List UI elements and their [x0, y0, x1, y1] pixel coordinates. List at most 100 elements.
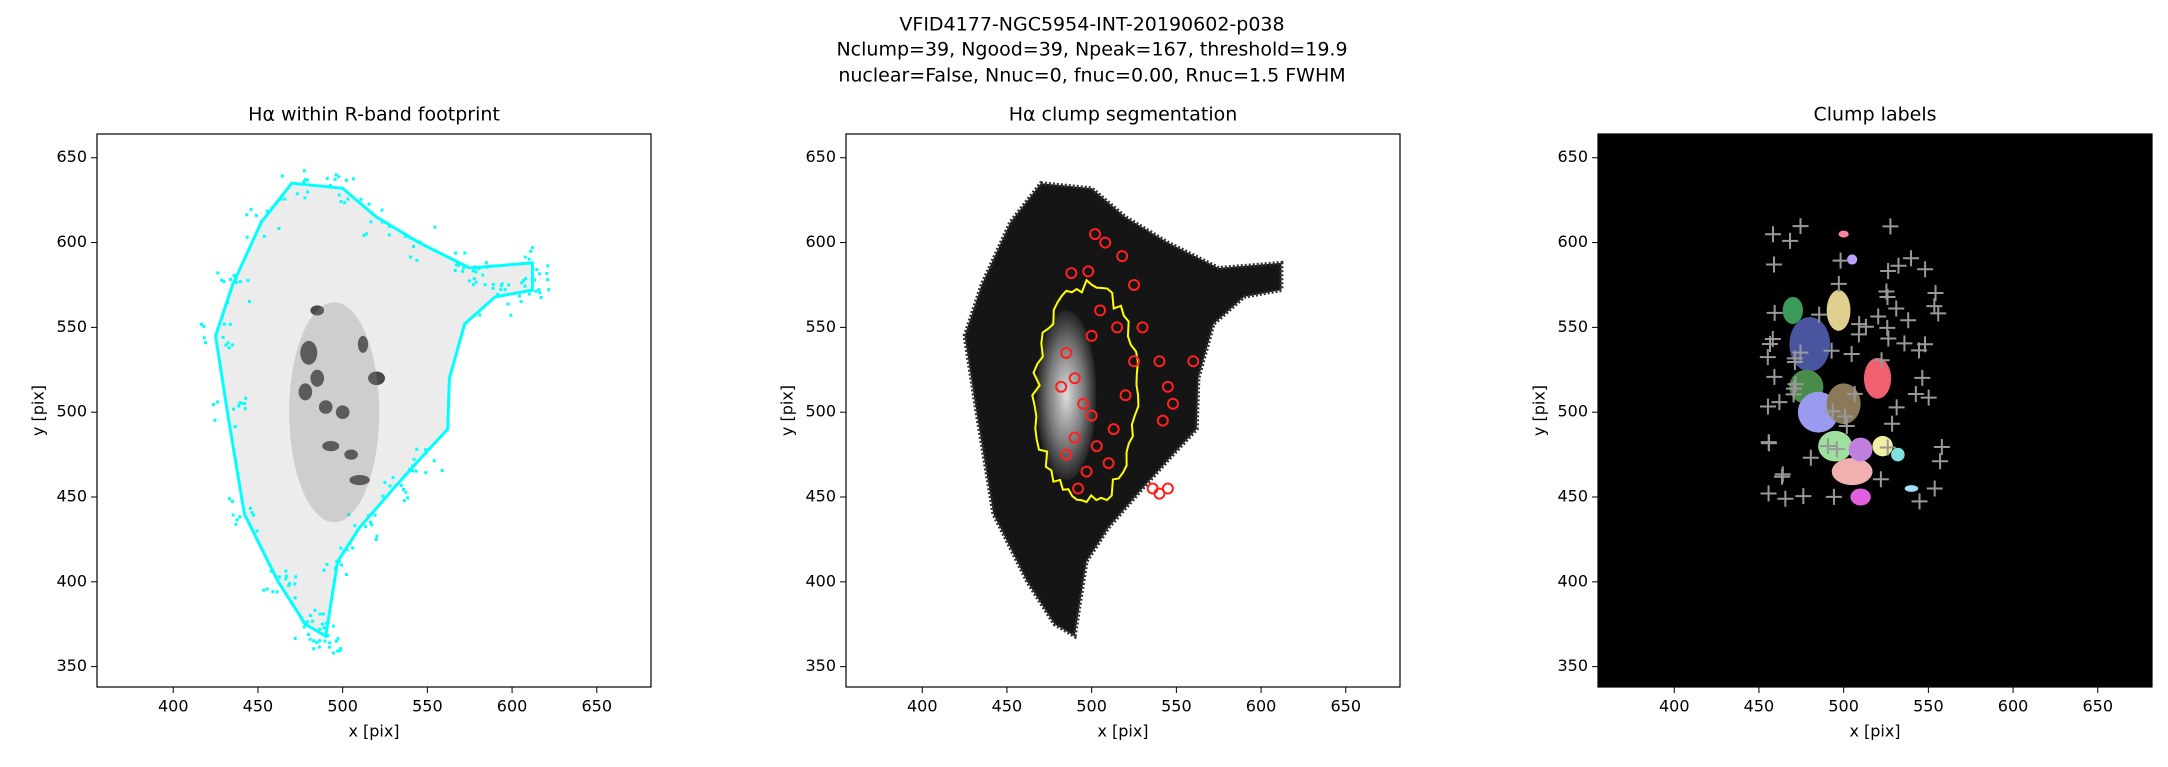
footprint-pixel	[527, 292, 531, 296]
footprint-pixel	[294, 575, 298, 579]
footprint-pixel	[310, 619, 314, 623]
clump-region	[1891, 447, 1905, 462]
footprint-pixel	[533, 278, 537, 282]
footprint-pixel	[270, 206, 274, 210]
footprint-pixel	[199, 322, 203, 326]
clump-marker	[1166, 397, 1179, 410]
footprint-pixel	[496, 292, 500, 296]
peak-marker	[1900, 312, 1917, 329]
footprint-pixel	[347, 513, 351, 517]
footprint-pixel	[302, 169, 306, 173]
footprint-pixel	[477, 266, 481, 270]
clump-region	[1831, 457, 1873, 486]
axes-title: Clump labels	[1813, 104, 1936, 126]
footprint-pixel	[202, 325, 206, 329]
clump-marker	[1187, 355, 1200, 368]
y-tick-label: 400	[56, 571, 87, 590]
peak-marker	[1932, 453, 1949, 470]
peak-marker	[1879, 319, 1896, 336]
footprint-pixel	[456, 263, 460, 267]
y-tick-label: 650	[805, 147, 836, 166]
y-tick-label: 400	[1557, 571, 1588, 590]
footprint-pixel	[529, 249, 533, 253]
footprint-pixel	[546, 278, 550, 282]
peak-marker	[1878, 283, 1895, 300]
clump-marker	[1128, 355, 1141, 368]
footprint-pixel	[299, 616, 303, 620]
footprint-pixel	[483, 283, 487, 287]
footprint-pixel	[351, 546, 355, 550]
clump-marker	[1072, 482, 1085, 495]
footprint-pixel	[308, 613, 312, 617]
footprint-pixel	[269, 569, 273, 573]
peak-marker	[1926, 298, 1943, 315]
footprint-pixel	[245, 235, 249, 239]
footprint-pixel	[331, 651, 335, 655]
footprint-pixel	[293, 582, 297, 586]
diffuse-emission	[289, 302, 380, 523]
y-tick-label: 500	[805, 402, 836, 421]
x-tick-label: 450	[992, 697, 1023, 716]
footprint-pixel	[338, 649, 342, 653]
footprint-pixel	[546, 264, 550, 268]
clump-marker	[1102, 457, 1115, 470]
x-axis-label: x [pix]	[1097, 722, 1148, 741]
peak-marker	[1903, 250, 1920, 267]
emission	[310, 369, 325, 387]
footprint-pixel	[222, 280, 226, 284]
clump-region	[1872, 435, 1893, 457]
peak-marker	[1888, 399, 1905, 416]
peak-marker	[1872, 471, 1889, 488]
footprint-pixel	[246, 278, 250, 282]
footprint-pixel	[506, 302, 510, 306]
footprint-pixel	[228, 322, 232, 326]
footprint-pixel	[373, 513, 377, 517]
peak-marker	[1828, 441, 1845, 458]
footprint-pixel	[328, 641, 332, 645]
peak-marker	[1927, 285, 1944, 302]
footprint-pixel	[226, 341, 230, 345]
x-tick-label: 450	[243, 697, 274, 716]
clump-region	[1850, 488, 1871, 506]
emission	[298, 383, 313, 401]
footprint-pixel	[243, 407, 247, 411]
footprint-pixel	[517, 294, 521, 298]
y-tick-label: 350	[56, 656, 87, 675]
footprint-pixel	[344, 178, 348, 182]
footprint-pixel	[229, 277, 233, 281]
footprint-pixel	[323, 639, 327, 643]
footprint-pixel	[409, 255, 413, 259]
footprint-pixel	[535, 267, 539, 271]
clump-region	[1838, 230, 1849, 238]
footprint-pixel	[530, 246, 534, 250]
footprint-pixel	[321, 612, 325, 616]
clump-marker	[1161, 482, 1174, 495]
footprint	[214, 181, 534, 639]
footprint-pixel	[491, 282, 495, 286]
x-tick-label: 650	[1331, 697, 1362, 716]
footprint-pixel	[412, 244, 416, 248]
emission	[368, 371, 386, 386]
footprint-pixel	[259, 222, 263, 226]
footprint-pixel	[523, 255, 527, 259]
footprint-pixel	[252, 513, 256, 517]
footprint-pixel	[369, 520, 373, 524]
peak-marker	[1870, 308, 1887, 325]
peak-marker	[1759, 398, 1776, 415]
footprint-pixel	[243, 401, 247, 405]
axes-title: Hα clump segmentation	[1009, 104, 1238, 126]
clump-marker	[1055, 380, 1068, 393]
footprint-pixel	[351, 536, 355, 540]
footprint-pixel	[324, 621, 328, 625]
footprint-pixel	[345, 548, 349, 552]
footprint-pixel	[285, 574, 289, 578]
emission	[349, 474, 370, 486]
footprint-pixel	[424, 471, 428, 475]
footprint-pixel	[302, 180, 306, 184]
y-tick-label: 450	[56, 487, 87, 506]
peak-marker	[1777, 490, 1794, 507]
peak-marker	[1823, 342, 1840, 359]
x-tick-label: 550	[412, 697, 443, 716]
label-background	[1598, 134, 2152, 687]
clump-region	[1904, 485, 1919, 492]
